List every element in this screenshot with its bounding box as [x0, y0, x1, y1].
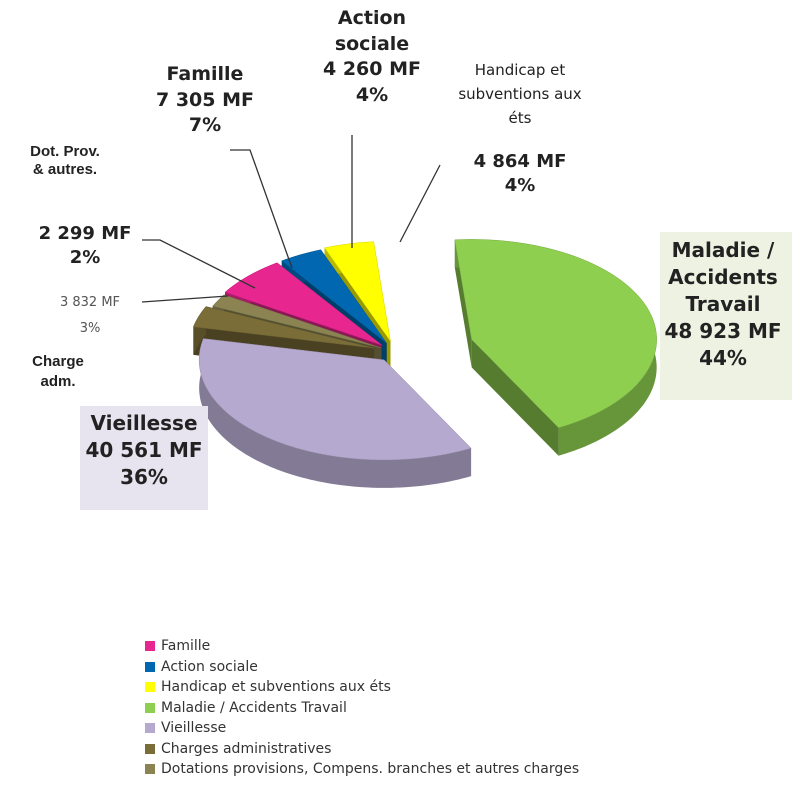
percent-label: 44% — [699, 346, 747, 370]
legend-item: Famille — [145, 636, 579, 657]
label-box — [80, 406, 208, 510]
slice — [324, 241, 391, 342]
legend-label: Maladie / Accidents Travail — [161, 699, 347, 716]
leader-line — [399, 164, 441, 243]
slice — [454, 239, 657, 428]
legend-label: Vieillesse — [161, 720, 227, 737]
legend-label: Dotations provisions, Compens. branches … — [161, 761, 580, 778]
legend-swatch — [145, 743, 155, 754]
slice-label: Action sociale — [334, 7, 410, 55]
legend-item: Dotations provisions, Compens. branches … — [145, 759, 579, 780]
slice — [198, 338, 472, 461]
legend-item: Maladie / Accidents Travail — [145, 698, 579, 719]
percent-label: 3% — [79, 321, 101, 336]
slice — [198, 338, 472, 488]
slice-annotation: Action sociale 4 260 MF 4% — [322, 6, 422, 109]
leader-line — [142, 239, 256, 289]
legend-swatch — [145, 661, 155, 672]
legend-label: Action sociale — [161, 658, 258, 675]
value-label: 4 864 MF — [473, 151, 567, 172]
percent-label: 2% — [69, 247, 101, 269]
slice — [281, 249, 387, 344]
slice-label: Dot. Prov. & autres. — [30, 143, 100, 178]
slice-annotation: Maladie / Accidents Travail 48 923 MF 44% — [660, 237, 786, 372]
legend-label: Famille — [161, 638, 211, 655]
slice-label: Vieillesse — [90, 411, 198, 435]
leader-line — [141, 295, 229, 303]
slice-annotation: 4 864 MF 4% — [460, 150, 580, 199]
percent-label: 4% — [504, 175, 536, 197]
legend-swatch — [145, 764, 155, 775]
label-box — [660, 232, 792, 400]
legend-label: Handicap et subventions aux éts — [161, 679, 391, 696]
legend-swatch — [145, 723, 155, 734]
slice-annotation: 2 299 MF 2% — [25, 222, 145, 271]
slice-annotation: 3 832 MF 3% — [30, 290, 150, 342]
legend-item: Charges administratives — [145, 739, 579, 760]
value-label: 40 561 MF — [85, 438, 203, 462]
legend-swatch — [145, 641, 155, 652]
slice-label: Charge adm. — [32, 353, 84, 391]
slice — [193, 306, 375, 349]
value-label: 7 305 MF — [156, 88, 254, 111]
slice-label: Famille — [166, 63, 244, 85]
value-label: 4 260 MF — [323, 58, 421, 81]
slice-side — [454, 239, 472, 368]
slice-annotation: Vieillesse 40 561 MF 36% — [81, 410, 207, 491]
slice-annotation: Famille 7 305 MF 7% — [150, 62, 260, 139]
slice — [224, 262, 383, 346]
legend-swatch — [145, 682, 155, 693]
legend-label: Charges administratives — [161, 740, 332, 757]
legend-swatch — [145, 702, 155, 713]
leader-line — [230, 149, 293, 269]
percent-label: 4% — [355, 83, 389, 106]
value-label: 48 923 MF — [664, 319, 782, 343]
percent-label: 7% — [188, 114, 222, 137]
legend-item: Handicap et subventions aux éts — [145, 677, 579, 698]
value-label: 3 832 MF — [59, 295, 121, 310]
slice-label: Maladie / Accidents Travail — [668, 238, 778, 316]
percent-label: 36% — [120, 465, 168, 489]
slice — [454, 239, 657, 456]
slice-label: Handicap et subventions aux éts — [458, 61, 582, 127]
value-label: 2 299 MF — [38, 223, 132, 244]
slice-side — [199, 338, 472, 488]
legend-item: Vieillesse — [145, 718, 579, 739]
legend-item: Action sociale — [145, 657, 579, 678]
legend: Famille Action sociale Handicap et subvent… — [145, 636, 579, 780]
slice — [212, 294, 381, 349]
slice-side — [471, 339, 559, 456]
